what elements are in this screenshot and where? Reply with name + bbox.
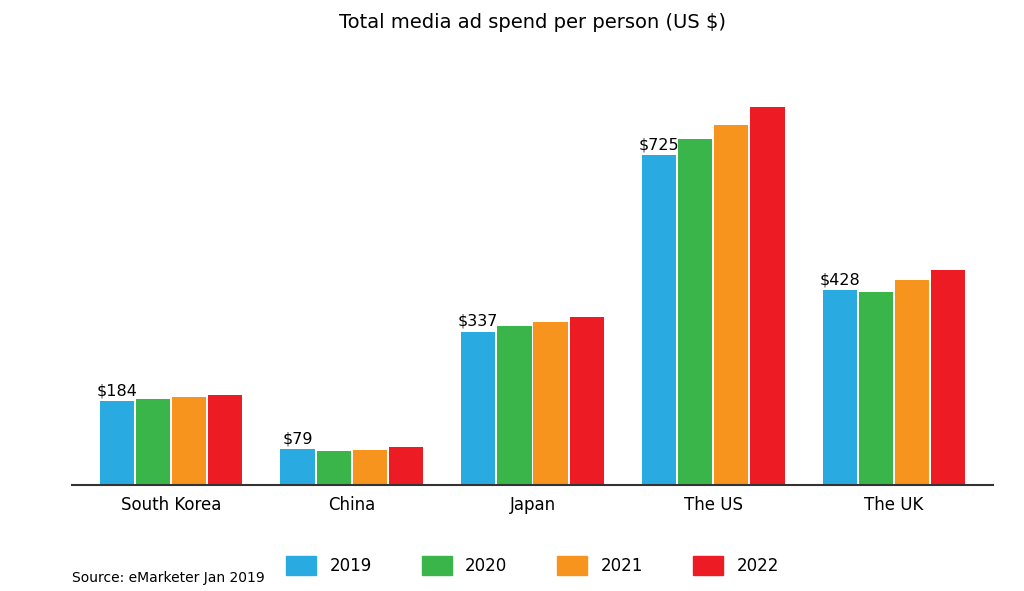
Bar bbox=[895, 280, 929, 485]
Bar bbox=[316, 451, 351, 485]
Text: $725: $725 bbox=[639, 138, 679, 152]
Bar bbox=[931, 270, 966, 485]
Bar bbox=[172, 397, 206, 485]
Bar bbox=[99, 401, 134, 485]
Bar bbox=[534, 322, 567, 485]
Bar bbox=[751, 107, 784, 485]
Bar bbox=[678, 138, 713, 485]
Bar bbox=[498, 326, 531, 485]
Text: $428: $428 bbox=[819, 272, 860, 288]
Bar bbox=[352, 450, 387, 485]
Bar bbox=[136, 400, 170, 485]
Bar bbox=[461, 332, 496, 485]
Bar bbox=[822, 290, 857, 485]
Bar bbox=[389, 447, 423, 485]
Text: Source: eMarketer Jan 2019: Source: eMarketer Jan 2019 bbox=[72, 571, 264, 585]
Bar bbox=[642, 155, 676, 485]
Bar bbox=[714, 125, 749, 485]
Bar bbox=[859, 292, 893, 485]
Bar bbox=[281, 449, 314, 485]
Text: $337: $337 bbox=[458, 314, 499, 329]
Text: $184: $184 bbox=[96, 384, 137, 398]
Title: Total media ad spend per person (US $): Total media ad spend per person (US $) bbox=[339, 13, 726, 32]
Bar bbox=[569, 317, 604, 485]
Legend: 2019, 2020, 2021, 2022: 2019, 2020, 2021, 2022 bbox=[280, 549, 785, 582]
Bar bbox=[208, 395, 243, 485]
Text: $79: $79 bbox=[283, 431, 312, 446]
